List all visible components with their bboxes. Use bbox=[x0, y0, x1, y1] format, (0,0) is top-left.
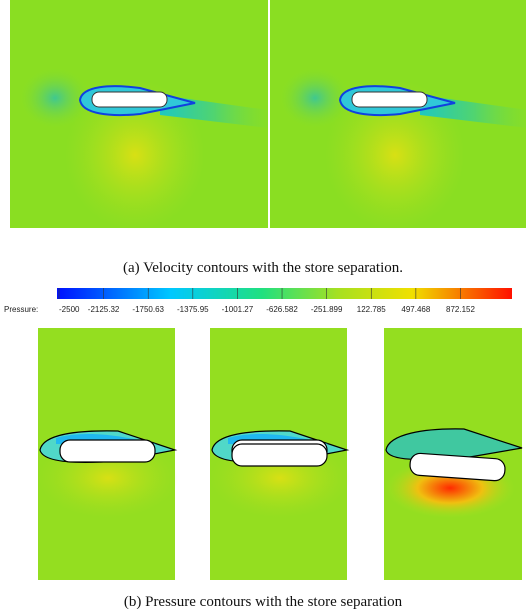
colorbar-tick-label: -251.899 bbox=[311, 305, 343, 314]
velocity-contour-2 bbox=[270, 0, 526, 230]
colorbar bbox=[57, 288, 512, 299]
pressure-contour-3 bbox=[384, 328, 522, 580]
page: (a) Velocity contours with the store sep… bbox=[0, 0, 526, 615]
colorbar-tick-label: -1750.63 bbox=[132, 305, 164, 314]
colorbar-tick-label: 497.468 bbox=[401, 305, 430, 314]
colorbar-tick-label: 122.785 bbox=[357, 305, 386, 314]
store bbox=[232, 444, 327, 466]
colorbar-tick-label: -1375.95 bbox=[177, 305, 209, 314]
caption-b: (b) Pressure contours with the store sep… bbox=[124, 594, 403, 610]
colorbar-tick-label: -1001.27 bbox=[222, 305, 254, 314]
caption-a: (a) Velocity contours with the store sep… bbox=[123, 260, 403, 276]
velocity-contour-1 bbox=[10, 0, 268, 230]
colorbar-tick-label: -2125.32 bbox=[88, 305, 120, 314]
pressure-contour-1 bbox=[38, 328, 178, 580]
colorbar-tick-label: -2500 bbox=[59, 305, 80, 314]
figure: (a) Velocity contours with the store sep… bbox=[0, 0, 526, 615]
pressure-contour-2 bbox=[210, 328, 350, 580]
colorbar-tick-label: -626.582 bbox=[266, 305, 298, 314]
colorbar-tick-label: 872.152 bbox=[446, 305, 475, 314]
colorbar-label: Pressure: bbox=[4, 305, 38, 314]
